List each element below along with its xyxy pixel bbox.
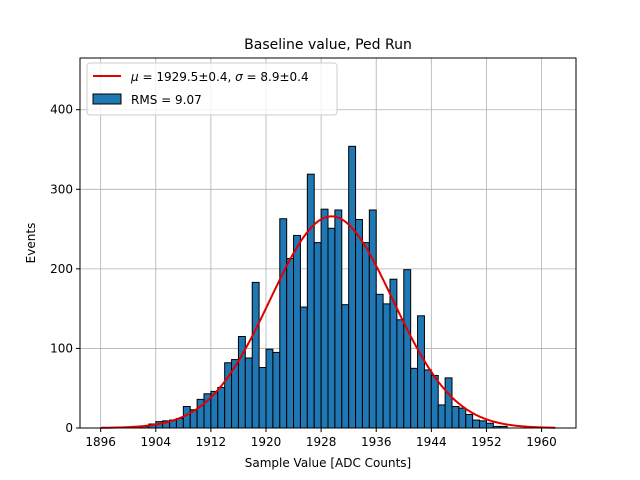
histogram-bar: [361, 242, 370, 429]
legend-sigma-symbol: σ: [235, 70, 243, 84]
histogram-bar: [437, 404, 446, 429]
legend-mu-value: = 1929.5±0.4,: [139, 70, 235, 84]
x-tick-label: 1960: [526, 435, 557, 449]
histogram-bar: [279, 218, 288, 429]
histogram-bar: [244, 357, 253, 429]
y-axis-label: Events: [24, 223, 38, 264]
y-tick-label: 100: [50, 341, 73, 355]
plot-frame: [79, 57, 577, 429]
histogram-bar: [306, 173, 315, 429]
legend-hist-swatch: [92, 93, 122, 105]
y-tick-label: 0: [65, 421, 73, 435]
histogram-bar: [472, 419, 481, 429]
histogram-bar: [479, 420, 487, 429]
histogram-bar: [430, 374, 439, 429]
histogram-bar: [348, 145, 357, 429]
histogram-bars: [120, 145, 508, 429]
histogram-bar: [355, 219, 363, 429]
gaussian-fit-curve: [100, 215, 556, 429]
histogram-bar: [451, 406, 460, 429]
y-tick-label: 300: [50, 182, 73, 196]
x-tick-label: 1952: [471, 435, 502, 449]
legend-sigma-value: = 8.9±0.4: [243, 70, 309, 84]
histogram-bar: [368, 209, 377, 429]
histogram-bar: [293, 234, 301, 429]
y-tick-label: 400: [50, 103, 73, 117]
histogram-bar: [410, 367, 419, 429]
histogram-bar: [485, 422, 494, 429]
histogram-bar: [265, 348, 274, 429]
histogram-bar: [341, 304, 350, 429]
x-tick-label: 1904: [141, 435, 172, 449]
x-tick-label: 1936: [361, 435, 392, 449]
legend-hist-label: RMS = 9.07: [131, 93, 202, 107]
legend-box: [86, 62, 338, 116]
x-tick-label: 1944: [416, 435, 447, 449]
histogram-bar: [299, 306, 308, 429]
legend-fit-label: μ = 1929.5±0.4, σ = 8.9±0.4: [130, 70, 309, 84]
histogram-bar: [286, 258, 295, 429]
histogram-bar: [251, 281, 260, 429]
histogram-bar: [375, 293, 384, 429]
y-axis-ticks: 0 100 200 300 400: [50, 103, 80, 435]
histogram-bar: [403, 269, 412, 429]
chart-title: Baseline value, Ped Run: [244, 37, 412, 53]
histogram-bar: [313, 242, 322, 429]
x-tick-label: 1920: [251, 435, 282, 449]
histogram-bar: [396, 319, 405, 429]
histogram-bar: [327, 227, 336, 429]
histogram-bar: [334, 209, 343, 429]
histogram-bar: [458, 407, 467, 429]
legend: μ = 1929.5±0.4, σ = 8.9±0.4 RMS = 9.07: [86, 62, 338, 116]
x-axis-label: Sample Value [ADC Counts]: [245, 456, 411, 470]
y-tick-label: 200: [50, 262, 73, 276]
histogram-bar: [465, 413, 474, 429]
histogram-bar: [382, 303, 391, 429]
x-tick-label: 1912: [196, 435, 227, 449]
histogram-bar: [423, 369, 432, 429]
histogram-bar: [258, 367, 267, 429]
x-tick-label: 1896: [85, 435, 116, 449]
x-tick-label: 1928: [306, 435, 337, 449]
histogram-bar: [182, 406, 191, 429]
legend-mu-symbol: μ: [130, 70, 139, 84]
histogram-bar: [417, 315, 425, 429]
histogram-bar: [272, 351, 281, 429]
x-axis-ticks: 1896 1904 1912 1920 1928 1936 1944 1952 1960: [85, 428, 557, 449]
histogram-bar: [444, 377, 453, 429]
histogram-bar: [320, 208, 329, 429]
histogram-bar: [217, 386, 226, 429]
